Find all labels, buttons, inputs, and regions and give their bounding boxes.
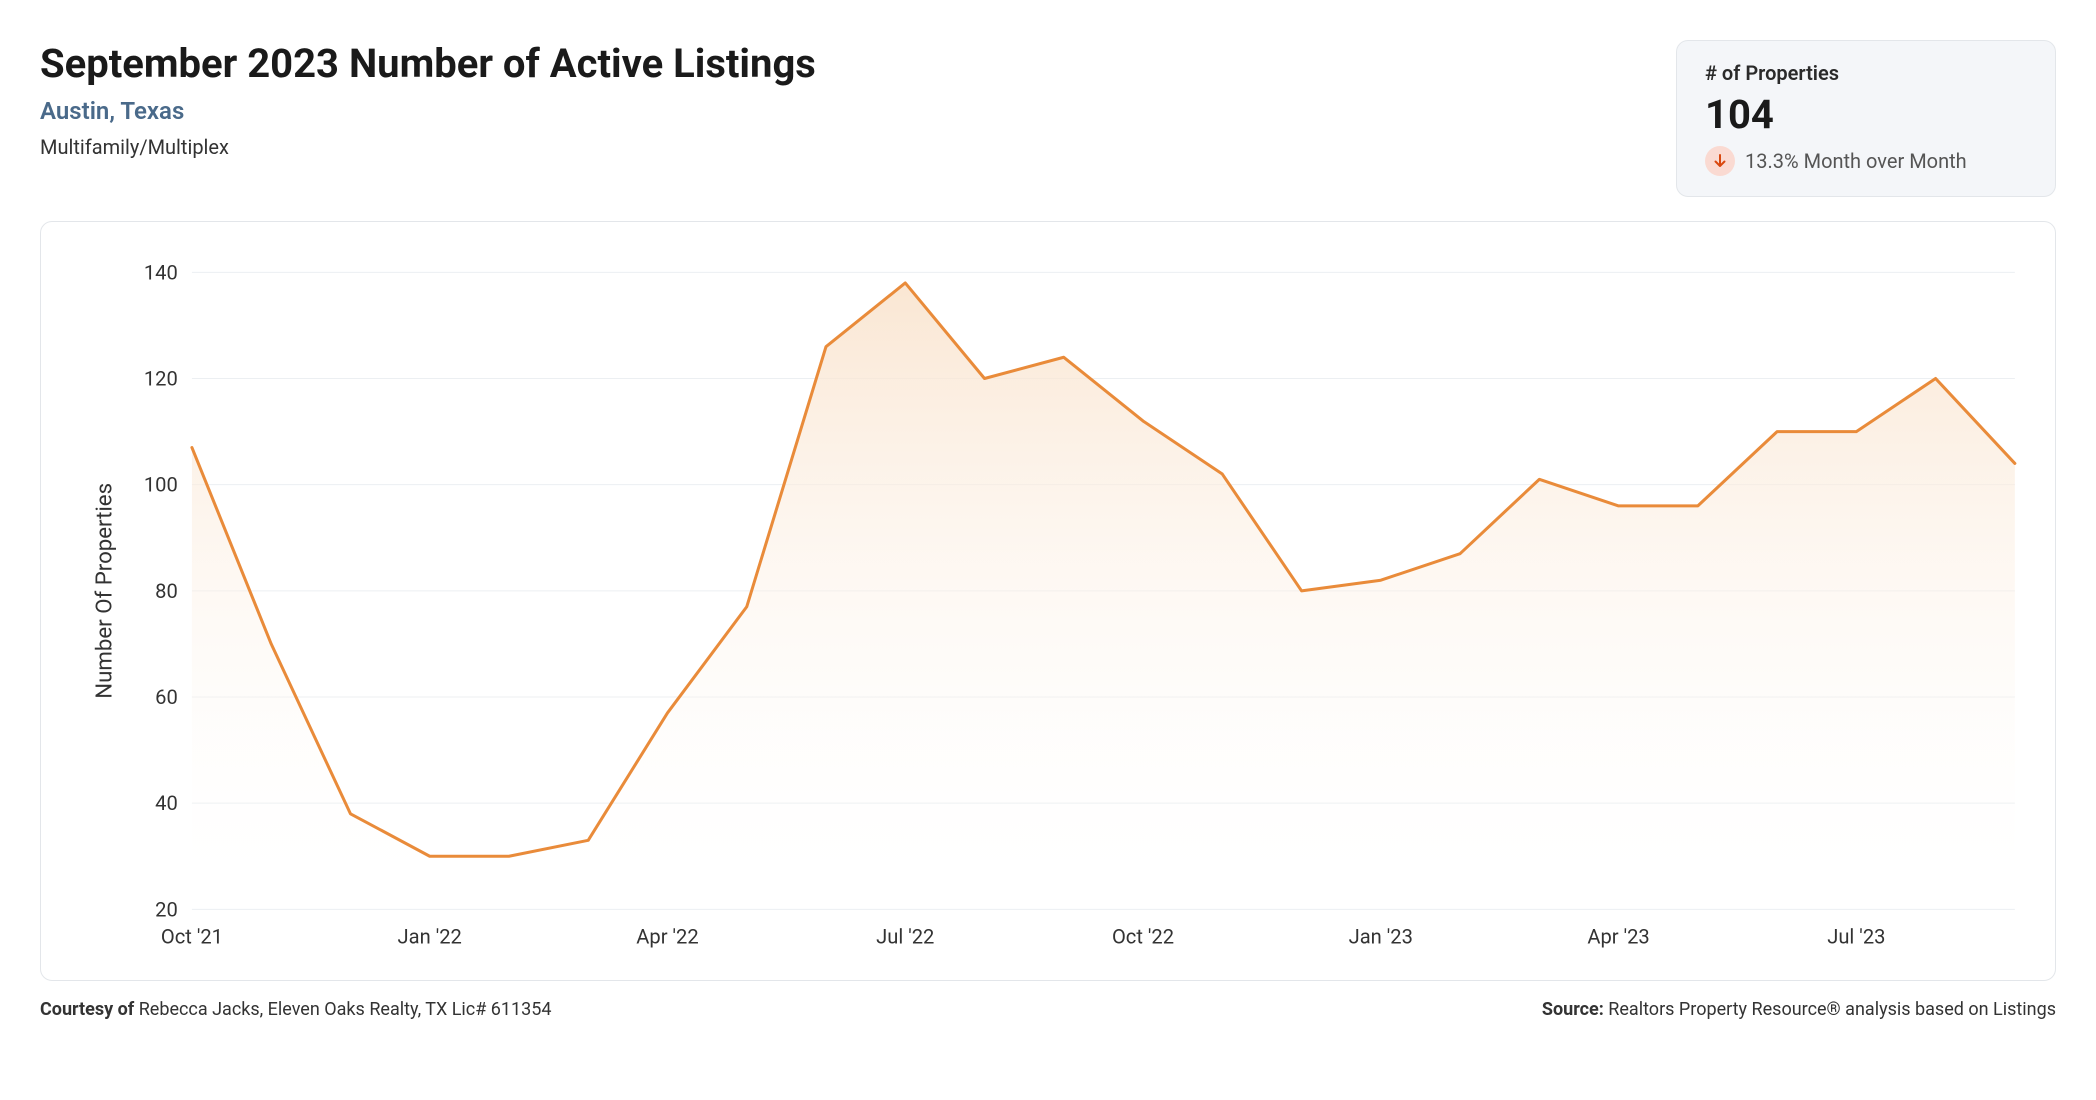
svg-text:Jul '22: Jul '22: [876, 925, 934, 949]
svg-text:140: 140: [144, 260, 178, 284]
stat-label: # of Properties: [1705, 61, 2027, 85]
footer-row: Courtesy of Rebecca Jacks, Eleven Oaks R…: [40, 999, 2056, 1020]
page-title: September 2023 Number of Active Listings: [40, 40, 1676, 87]
svg-text:Jan '22: Jan '22: [398, 925, 462, 949]
header-left: September 2023 Number of Active Listings…: [40, 40, 1676, 159]
footer-left: Courtesy of Rebecca Jacks, Eleven Oaks R…: [40, 999, 551, 1020]
footer-right: Source: Realtors Property Resource® anal…: [1542, 999, 2056, 1020]
category-label: Multifamily/Multiplex: [40, 135, 1676, 159]
svg-text:60: 60: [155, 685, 178, 709]
footer-right-text: Realtors Property Resource® analysis bas…: [1604, 999, 2056, 1020]
svg-text:Number Of Properties: Number Of Properties: [91, 483, 117, 699]
svg-text:120: 120: [144, 367, 178, 391]
svg-text:Jan '23: Jan '23: [1349, 925, 1413, 949]
footer-left-text: Rebecca Jacks, Eleven Oaks Realty, TX Li…: [134, 999, 551, 1020]
svg-text:80: 80: [155, 579, 178, 603]
svg-text:20: 20: [155, 897, 178, 921]
svg-text:100: 100: [144, 473, 178, 497]
line-chart: 20 40 60 80 100 120 140 Oct '21 Jan '22 Apr '22 Ju…: [61, 242, 2035, 970]
stat-change-text: 13.3% Month over Month: [1745, 149, 1967, 173]
chart-container: 20 40 60 80 100 120 140 Oct '21 Jan '22 Apr '22 Ju…: [40, 221, 2056, 981]
svg-text:Apr '22: Apr '22: [636, 925, 698, 949]
down-arrow-icon: [1705, 146, 1735, 176]
footer-right-bold: Source:: [1542, 999, 1604, 1020]
stat-change: 13.3% Month over Month: [1705, 146, 2027, 176]
svg-text:Jul '23: Jul '23: [1827, 925, 1885, 949]
svg-text:Oct '21: Oct '21: [161, 925, 223, 949]
footer-left-bold: Courtesy of: [40, 999, 134, 1020]
svg-text:Oct '22: Oct '22: [1112, 925, 1174, 949]
location-label: Austin, Texas: [40, 97, 1676, 125]
header-row: September 2023 Number of Active Listings…: [40, 40, 2056, 197]
stat-value: 104: [1705, 91, 2027, 138]
stat-card: # of Properties 104 13.3% Month over Mon…: [1676, 40, 2056, 197]
svg-text:40: 40: [155, 791, 178, 815]
svg-text:Apr '23: Apr '23: [1587, 925, 1649, 949]
